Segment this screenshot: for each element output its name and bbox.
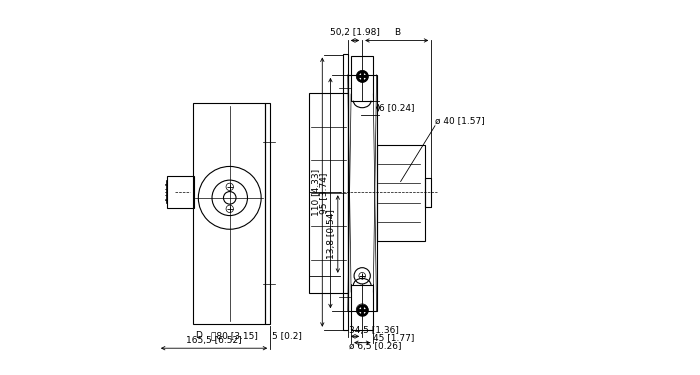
- Text: 80 [3.15]: 80 [3.15]: [211, 331, 258, 340]
- Text: 13,8 [0.54]: 13,8 [0.54]: [328, 209, 336, 259]
- Bar: [351, 56, 373, 100]
- Text: 34,5 [1.36]: 34,5 [1.36]: [349, 326, 398, 335]
- Text: D: D: [195, 331, 202, 340]
- Text: 45 [1.77]: 45 [1.77]: [373, 333, 414, 342]
- Text: 50,2 [1.98]: 50,2 [1.98]: [330, 28, 380, 37]
- Text: 165,5 [6.52]: 165,5 [6.52]: [186, 336, 242, 345]
- Bar: [342, 54, 348, 330]
- Text: B: B: [393, 28, 400, 37]
- Text: 5 [0.2]: 5 [0.2]: [272, 331, 302, 340]
- Bar: [348, 75, 377, 311]
- Text: 95 [3.74]: 95 [3.74]: [319, 172, 328, 214]
- Bar: [377, 145, 425, 241]
- Bar: [158, 184, 167, 200]
- Bar: [167, 176, 194, 208]
- Text: ø 6,5 [0.26]: ø 6,5 [0.26]: [349, 342, 401, 351]
- Text: 110 [4.33]: 110 [4.33]: [311, 168, 320, 216]
- Text: ø 40 [1.57]: ø 40 [1.57]: [435, 116, 484, 125]
- Bar: [265, 102, 270, 324]
- Bar: [193, 102, 265, 324]
- Text: 6 [0.24]: 6 [0.24]: [379, 103, 414, 112]
- Bar: [425, 177, 431, 207]
- Bar: [351, 285, 373, 330]
- Bar: [309, 93, 348, 293]
